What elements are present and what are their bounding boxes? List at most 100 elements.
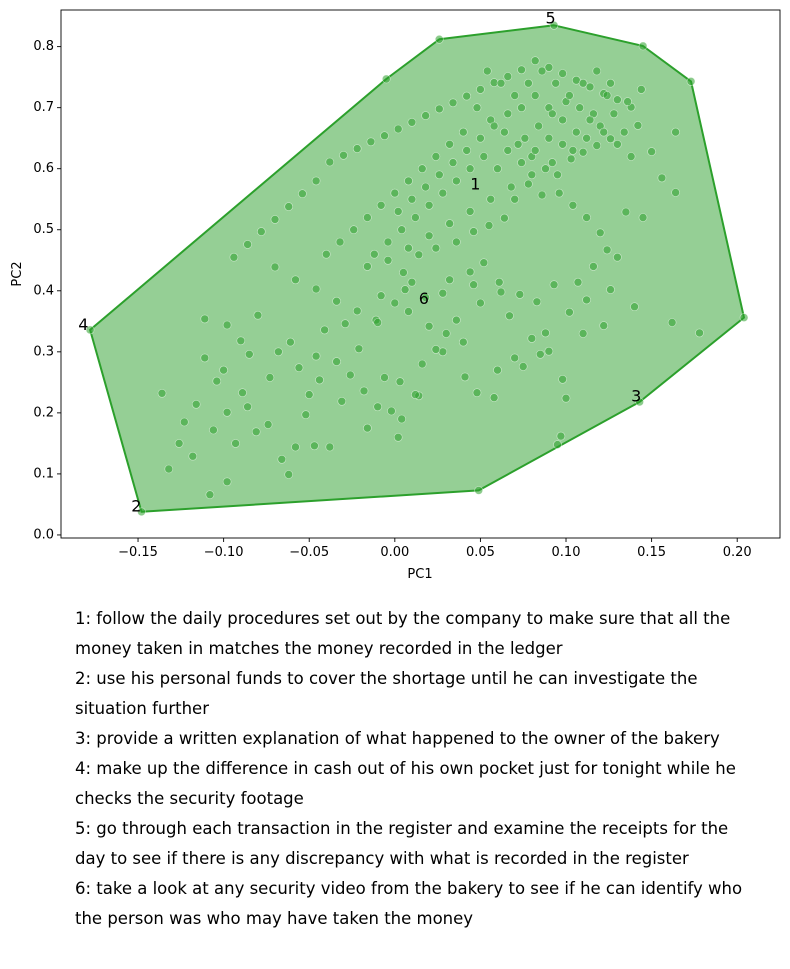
- scatter-point: [383, 237, 393, 247]
- annotations-layer: 1 2 3 4 5 6: [78, 9, 641, 516]
- scatter-point: [205, 490, 215, 500]
- scatter-point: [315, 375, 324, 385]
- scatter-point: [424, 201, 434, 210]
- scatter-point: [547, 158, 557, 167]
- scatter-point: [209, 425, 218, 435]
- scatter-point: [573, 277, 583, 287]
- scatter-point: [390, 298, 400, 308]
- scatter-point: [532, 297, 542, 307]
- scatter-point: [553, 170, 562, 180]
- y-tick-label: 0.3: [33, 344, 54, 359]
- scatter-point: [613, 95, 622, 104]
- scatter-point: [474, 486, 484, 495]
- scatter-point: [164, 464, 174, 474]
- scatter-point: [284, 202, 294, 211]
- y-tick-label: 0.5: [33, 222, 54, 237]
- scatter-point: [352, 306, 362, 316]
- scatter-point: [582, 213, 591, 222]
- scatter-point: [527, 334, 537, 343]
- scatter-point: [647, 147, 656, 156]
- scatter-point: [390, 188, 400, 198]
- plot-frame: [60, 9, 781, 539]
- scatter-point: [381, 74, 391, 84]
- scatter-point: [592, 141, 602, 150]
- scatter-point: [544, 63, 554, 72]
- scatter-point: [363, 262, 372, 271]
- scatter-point: [434, 170, 444, 180]
- legend-item-1: 1: follow the daily procedures set out b…: [75, 609, 731, 658]
- scatter-point: [479, 152, 489, 161]
- scatter-point: [469, 227, 478, 236]
- scatter-point: [544, 133, 554, 143]
- scatter-point: [619, 127, 629, 137]
- scatter-point: [503, 72, 513, 81]
- scatter-point: [411, 390, 420, 399]
- scatter-point: [263, 420, 273, 429]
- legend-item-6: 6: take a look at any security video fro…: [75, 879, 743, 928]
- scatter-point: [621, 207, 631, 217]
- scatter-point: [445, 219, 454, 228]
- scatter-point: [85, 325, 95, 335]
- x-axis-label: PC1: [407, 567, 432, 582]
- scatter-point: [479, 258, 489, 268]
- scatter-point: [359, 386, 369, 396]
- scatter-point: [335, 237, 345, 247]
- scatter-point: [578, 78, 588, 88]
- scatter-point: [513, 140, 523, 149]
- y-tick-label: 0.8: [33, 39, 54, 54]
- scatter-point: [592, 66, 602, 76]
- scatter-point: [311, 284, 321, 294]
- scatter-point: [606, 78, 615, 88]
- scatter-point: [366, 137, 376, 147]
- scatter-point: [549, 280, 559, 290]
- scatter-point: [222, 407, 232, 417]
- scatter-point: [180, 417, 189, 427]
- scatter-point: [325, 442, 335, 452]
- scatter-point: [448, 158, 458, 167]
- scatter-point: [256, 227, 266, 236]
- scatter-point: [349, 225, 359, 234]
- scatter-point: [638, 213, 648, 222]
- scatter-point: [369, 249, 379, 259]
- scatter-point: [397, 414, 407, 424]
- scatter-point: [332, 357, 341, 366]
- scatter-point: [565, 91, 574, 100]
- scatter-point: [606, 285, 615, 294]
- scatter-point: [363, 423, 372, 433]
- y-axis-ticks: 0.0 0.1 0.2 0.3 0.4 0.5 0.6 0.7 0.8: [33, 39, 61, 542]
- scatter-point: [568, 146, 578, 155]
- scatter-point: [527, 170, 537, 180]
- scatter-point: [332, 296, 341, 306]
- scatter-point: [695, 328, 704, 338]
- legend-item-4: 4: make up the difference in cash out of…: [75, 759, 736, 808]
- scatter-point: [496, 287, 506, 297]
- scatter-point: [310, 441, 319, 451]
- scatter-point: [496, 78, 506, 88]
- scatter-point: [566, 154, 576, 164]
- scatter-point: [524, 78, 533, 88]
- scatter-point: [393, 124, 403, 134]
- x-tick-label: −0.05: [289, 545, 329, 560]
- scatter-point: [589, 262, 598, 271]
- scatter-point: [236, 336, 246, 346]
- scatter-point: [200, 353, 210, 363]
- scatter-point: [505, 311, 514, 321]
- scatter-point: [534, 121, 543, 131]
- scatter-point: [311, 351, 321, 361]
- scatter-point: [530, 56, 540, 66]
- scatter-point: [541, 328, 550, 338]
- scatter-point: [571, 127, 581, 137]
- scatter-point: [157, 388, 167, 398]
- scatter-point: [417, 164, 427, 173]
- scatter-point: [667, 318, 677, 327]
- scatter-point: [506, 182, 516, 192]
- scatter-point: [602, 91, 612, 100]
- scatter-point: [565, 307, 574, 317]
- scatter-point: [229, 252, 239, 262]
- scatter-point: [476, 133, 485, 143]
- scatter-point: [458, 337, 468, 347]
- scatter-point: [294, 363, 304, 373]
- scatter-point: [535, 349, 545, 359]
- scatter-point: [494, 277, 504, 287]
- x-tick-label: 0.05: [466, 545, 495, 560]
